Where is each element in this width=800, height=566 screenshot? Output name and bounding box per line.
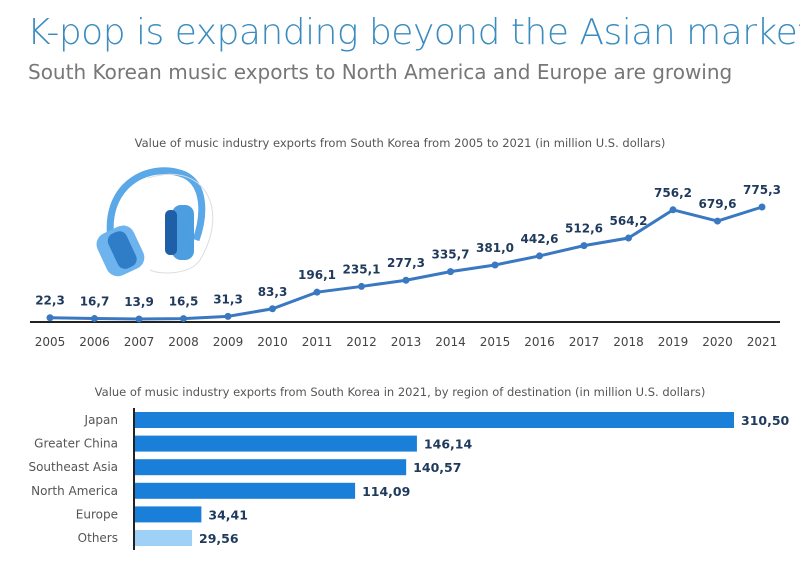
x-tick-label: 2019 — [658, 335, 689, 349]
x-tick-label: 2014 — [435, 335, 466, 349]
data-point — [135, 315, 143, 323]
data-label: 335,7 — [432, 248, 470, 262]
data-label: 34,41 — [208, 507, 248, 522]
headphones-icon — [96, 167, 214, 277]
data-label: 310,50 — [741, 413, 790, 428]
data-point — [714, 217, 721, 225]
category-label: Others — [78, 531, 118, 545]
data-label: 31,3 — [213, 292, 243, 306]
page-title: K-pop is expanding beyond the Asian mark… — [27, 12, 800, 53]
data-label: 756,2 — [654, 186, 692, 200]
data-point — [758, 203, 766, 211]
data-point — [91, 315, 98, 323]
data-point — [491, 261, 499, 269]
category-label: Japan — [84, 413, 118, 427]
data-label: 16,5 — [169, 295, 199, 309]
x-tick-label: 2021 — [747, 335, 778, 349]
data-point — [180, 315, 187, 323]
data-label: 114,09 — [362, 484, 410, 499]
data-label: 140,57 — [413, 460, 461, 475]
data-point — [313, 288, 321, 296]
data-label: 146,14 — [424, 437, 473, 452]
data-point — [669, 206, 677, 214]
data-label: 16,7 — [80, 295, 110, 309]
data-label: 381,0 — [476, 241, 514, 255]
data-label: 235,1 — [343, 262, 381, 276]
data-label: 277,3 — [387, 256, 425, 270]
data-point — [402, 276, 410, 284]
bar — [135, 506, 202, 523]
category-label: Southeast Asia — [28, 460, 118, 474]
x-tick-label: 2006 — [79, 335, 110, 349]
x-tick-label: 2007 — [124, 335, 155, 349]
x-tick-label: 2017 — [569, 335, 600, 349]
data-label: 83,3 — [258, 285, 288, 299]
x-tick-label: 2008 — [168, 335, 199, 349]
data-label: 564,2 — [610, 214, 648, 228]
x-tick-label: 2013 — [391, 335, 422, 349]
data-point — [224, 312, 232, 320]
data-label: 13,9 — [124, 295, 154, 309]
category-label: North America — [31, 484, 118, 498]
data-label: 442,6 — [521, 232, 559, 246]
bar — [135, 530, 193, 546]
x-tick-label: 2012 — [346, 335, 377, 349]
data-label: 29,56 — [199, 531, 239, 546]
data-point — [536, 252, 543, 260]
x-tick-label: 2020 — [702, 335, 733, 349]
data-point — [447, 268, 454, 276]
data-label: 512,6 — [565, 222, 603, 236]
data-point — [269, 305, 276, 313]
category-label: Europe — [76, 507, 118, 521]
line-chart-title: Value of music industry exports from Sou… — [134, 136, 666, 150]
data-label: 22,3 — [35, 294, 65, 308]
x-tick-label: 2005 — [35, 335, 66, 349]
data-point — [625, 234, 632, 242]
category-label: Greater China — [34, 437, 118, 451]
bar-chart-title: Value of music industry exports from Sou… — [94, 385, 706, 399]
x-tick-label: 2015 — [480, 335, 511, 349]
bar — [135, 482, 356, 499]
bar — [135, 435, 417, 452]
x-tick-label: 2010 — [257, 335, 288, 349]
data-point — [358, 282, 365, 290]
data-label: 196,1 — [298, 268, 336, 282]
data-point — [580, 242, 588, 250]
x-tick-label: 2011 — [302, 335, 333, 349]
data-point — [46, 314, 54, 322]
x-tick-label: 2018 — [613, 335, 644, 349]
bar — [135, 459, 407, 476]
data-label: 679,6 — [699, 197, 737, 211]
data-label: 775,3 — [743, 183, 781, 197]
bar — [135, 412, 734, 428]
page-subtitle: South Korean music exports to North Amer… — [28, 60, 733, 84]
x-tick-label: 2016 — [524, 335, 555, 349]
x-tick-label: 2009 — [213, 335, 244, 349]
